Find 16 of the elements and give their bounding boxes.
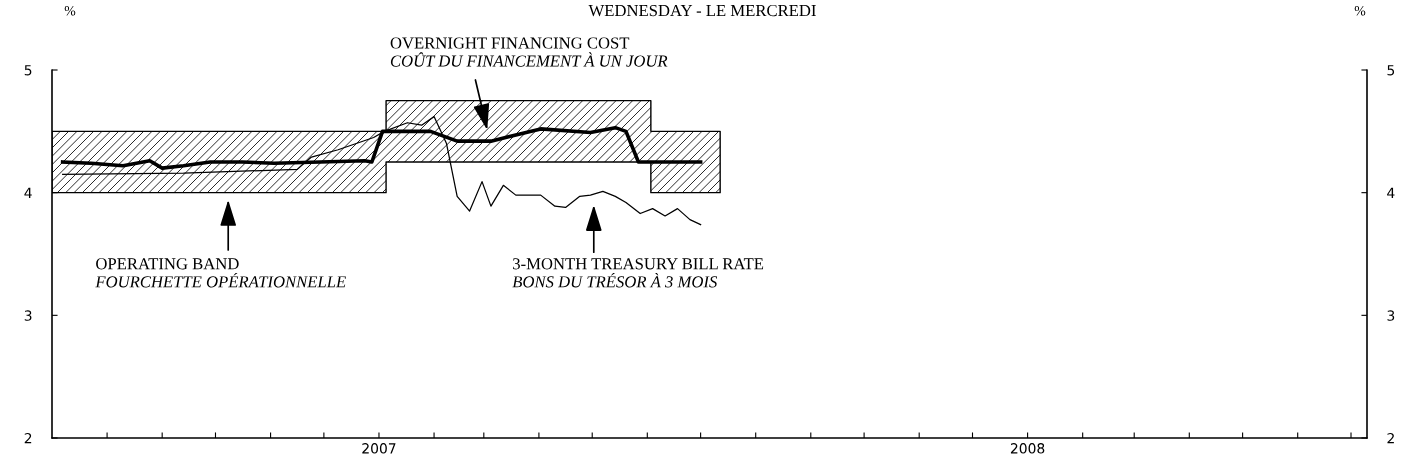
annotation: OPERATING BAND FOURCHETTE OPÉRATIONNELLE <box>95 258 346 288</box>
x-tick-label: 2008 <box>1010 443 1045 454</box>
y-tick-label: 4 <box>24 187 32 198</box>
y-tick-label: 3 <box>24 310 32 321</box>
y2-tick-label: 3 <box>1387 310 1395 321</box>
y2-axis-title: % <box>1354 6 1366 16</box>
y-tick-label: 2 <box>24 432 32 444</box>
y-axis-title: % <box>64 6 76 16</box>
y2-tick-label: 4 <box>1387 187 1395 198</box>
text: OVERNIGHT FINANCING COST COÛT DU FINANCEMENT À UN JOUR <box>390 37 668 67</box>
chart-title: WEDNESDAY - LE MERCREDI <box>588 4 816 17</box>
annotation: 3-MONTH TREASURY BILL RATE BONS DU TRÉSOR À 3 MOIS <box>512 258 764 288</box>
x-tick-label: 2007 <box>362 443 396 454</box>
y2-tick-label: 5 <box>1387 65 1395 76</box>
y2-tick-label: 2 <box>1387 432 1394 444</box>
y-tick-label: 5 <box>24 65 32 76</box>
